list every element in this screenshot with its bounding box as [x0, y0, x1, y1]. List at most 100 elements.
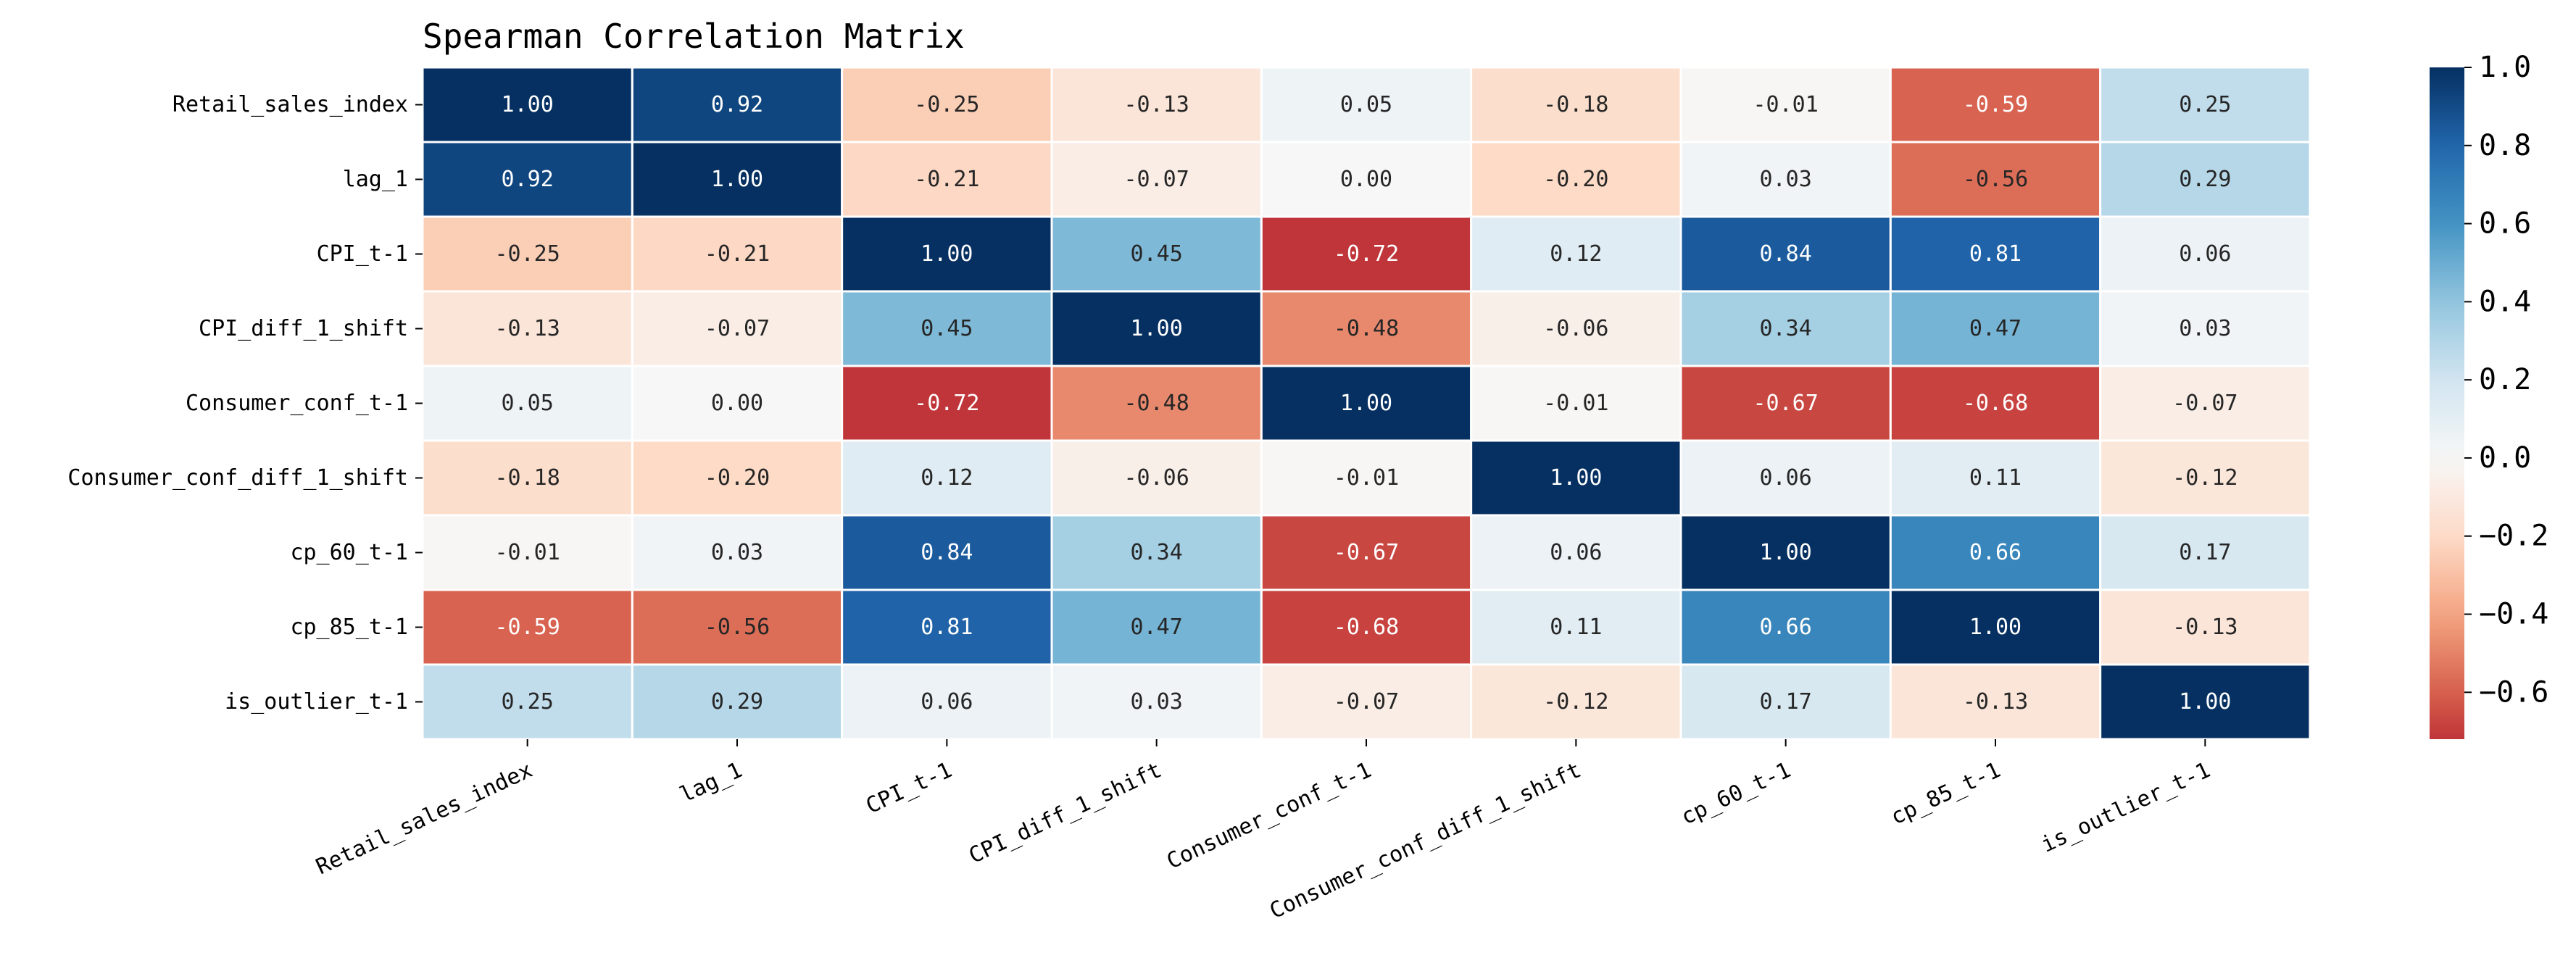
cell-value-label: -0.59 [495, 615, 560, 640]
heatmap-cell [1470, 439, 1682, 517]
cell-value-label: -0.12 [1543, 689, 1608, 715]
x-tick-label: lag_1 [676, 757, 747, 808]
cell-value-label: -0.56 [1963, 167, 2028, 192]
cell-value-label: 1.00 [1131, 316, 1183, 341]
heatmap-cell [421, 66, 633, 143]
cell-value-label: 0.47 [1131, 615, 1183, 640]
heatmap-cell [841, 141, 1053, 218]
cell-value-label: 1.00 [502, 92, 554, 117]
colorbar-tick-label: 1.0 [2479, 51, 2531, 84]
cell-value-label: -0.01 [1334, 465, 1399, 491]
cell-value-label: -0.21 [705, 241, 770, 267]
cell-value-label: 0.06 [1760, 465, 1812, 491]
cell-value-label: -0.07 [1124, 167, 1189, 192]
cell-value-label: 0.29 [2179, 167, 2231, 192]
heatmap-cell [841, 439, 1053, 517]
cell-value-label: -0.20 [705, 465, 770, 491]
heatmap-cell [841, 588, 1053, 666]
cell-value-label: 0.92 [502, 167, 554, 192]
cell-value-label: 0.17 [2179, 540, 2231, 565]
cell-value-label: -0.48 [1334, 316, 1399, 341]
cell-value-label: -0.07 [705, 316, 770, 341]
cell-value-label: 0.03 [2179, 316, 2231, 341]
heatmap-cell [1050, 663, 1263, 741]
heatmap-cell [1889, 439, 2102, 517]
cell-value-label: 0.05 [1340, 92, 1392, 117]
heatmap-cell [1679, 588, 1892, 666]
heatmap-cell [1050, 439, 1263, 517]
x-tick-label: cp_60_t-1 [1677, 757, 1795, 830]
heatmap-cell [1679, 365, 1892, 442]
cell-value-label: 0.45 [1131, 241, 1183, 267]
x-tick-label: CPI_t-1 [862, 757, 955, 819]
cell-value-label: 1.00 [921, 241, 973, 267]
heatmap-cell [1470, 663, 1682, 741]
cell-value-label: -0.48 [1124, 391, 1189, 416]
heatmap-cell [421, 290, 633, 367]
cell-value-label: 0.00 [1340, 167, 1392, 192]
colorbar-tick-label: 0.8 [2479, 129, 2531, 162]
cell-value-label: 0.11 [1550, 615, 1602, 640]
cell-value-label: 0.25 [2179, 92, 2231, 117]
cell-value-label: 1.00 [711, 167, 763, 192]
cell-value-label: 0.12 [921, 465, 973, 491]
heatmap-cell [1889, 141, 2102, 218]
heatmap-cell [421, 365, 633, 442]
heatmap-cell [421, 141, 633, 218]
cell-value-label: 0.05 [502, 391, 554, 416]
cell-value-label: -0.18 [1543, 92, 1608, 117]
heatmap-cell [1679, 141, 1892, 218]
cell-value-label: 0.03 [1131, 689, 1183, 715]
cell-value-label: -0.12 [2172, 465, 2238, 491]
y-tick-label: cp_60_t-1 [290, 540, 408, 565]
heatmap-cell [631, 215, 844, 293]
cell-value-label: -0.68 [1963, 391, 2028, 416]
cell-value-label: 0.06 [2179, 241, 2231, 267]
cell-value-label: -0.13 [1963, 689, 2028, 715]
heatmap-cell [841, 365, 1053, 442]
heatmap-cell [421, 439, 633, 517]
cell-value-label: -0.68 [1334, 615, 1399, 640]
heatmap-cell [841, 66, 1053, 143]
heatmap-cell [421, 514, 633, 591]
colorbar-tick-label: 0.6 [2479, 207, 2531, 241]
cell-value-label: 0.29 [711, 689, 763, 715]
x-axis: Retail_sales_index lag_1 CPI_t-1 CPI_diff_1… [312, 739, 2214, 924]
heatmap-cell [1260, 514, 1473, 591]
heatmap-cell [1470, 66, 1682, 143]
heatmap-cell [1050, 365, 1263, 442]
cell-value-label: 0.06 [921, 689, 973, 715]
y-tick-label: Retail_sales_index [173, 92, 408, 117]
cell-value-label: -0.13 [1124, 92, 1189, 117]
cell-value-label: 0.47 [1969, 316, 2022, 341]
cell-value-label: -0.25 [914, 92, 979, 117]
cell-value-label: 1.00 [2179, 689, 2231, 715]
cell-value-label: 1.00 [1969, 615, 2022, 640]
cell-value-label: 0.06 [1550, 540, 1602, 565]
cell-value-label: 0.81 [1969, 241, 2022, 267]
x-tick-label: is_outlier_t-1 [2037, 757, 2214, 858]
heatmap-cell [2099, 663, 2311, 741]
cell-value-label: 0.92 [711, 92, 763, 117]
colorbar: 1.0 0.8 0.6 0.4 0.2 0.0 −0.2 −0.4 −0.6 [2430, 51, 2548, 739]
colorbar-tick-label: −0.6 [2479, 675, 2548, 709]
heatmap-cell [1470, 588, 1682, 666]
cell-value-label: -0.72 [1334, 241, 1399, 267]
y-tick-label: CPI_t-1 [317, 241, 408, 267]
colorbar-tick-label: 0.0 [2479, 441, 2531, 475]
heatmap-cell [1470, 365, 1682, 442]
cell-value-label: 0.84 [1760, 241, 1812, 267]
heatmap-cell [841, 663, 1053, 741]
cell-value-label: 0.66 [1760, 615, 1812, 640]
heatmap-cell [421, 588, 633, 666]
cell-value-label: 1.00 [1550, 465, 1602, 491]
heatmap-cell [631, 663, 844, 741]
cell-value-label: 0.25 [502, 689, 554, 715]
cell-value-label: -0.56 [705, 615, 770, 640]
heatmap-cell [1260, 663, 1473, 741]
cell-value-label: -0.07 [1334, 689, 1399, 715]
heatmap-cell [421, 663, 633, 741]
cell-value-label: -0.01 [1753, 92, 1819, 117]
cell-value-label: 0.34 [1131, 540, 1183, 565]
